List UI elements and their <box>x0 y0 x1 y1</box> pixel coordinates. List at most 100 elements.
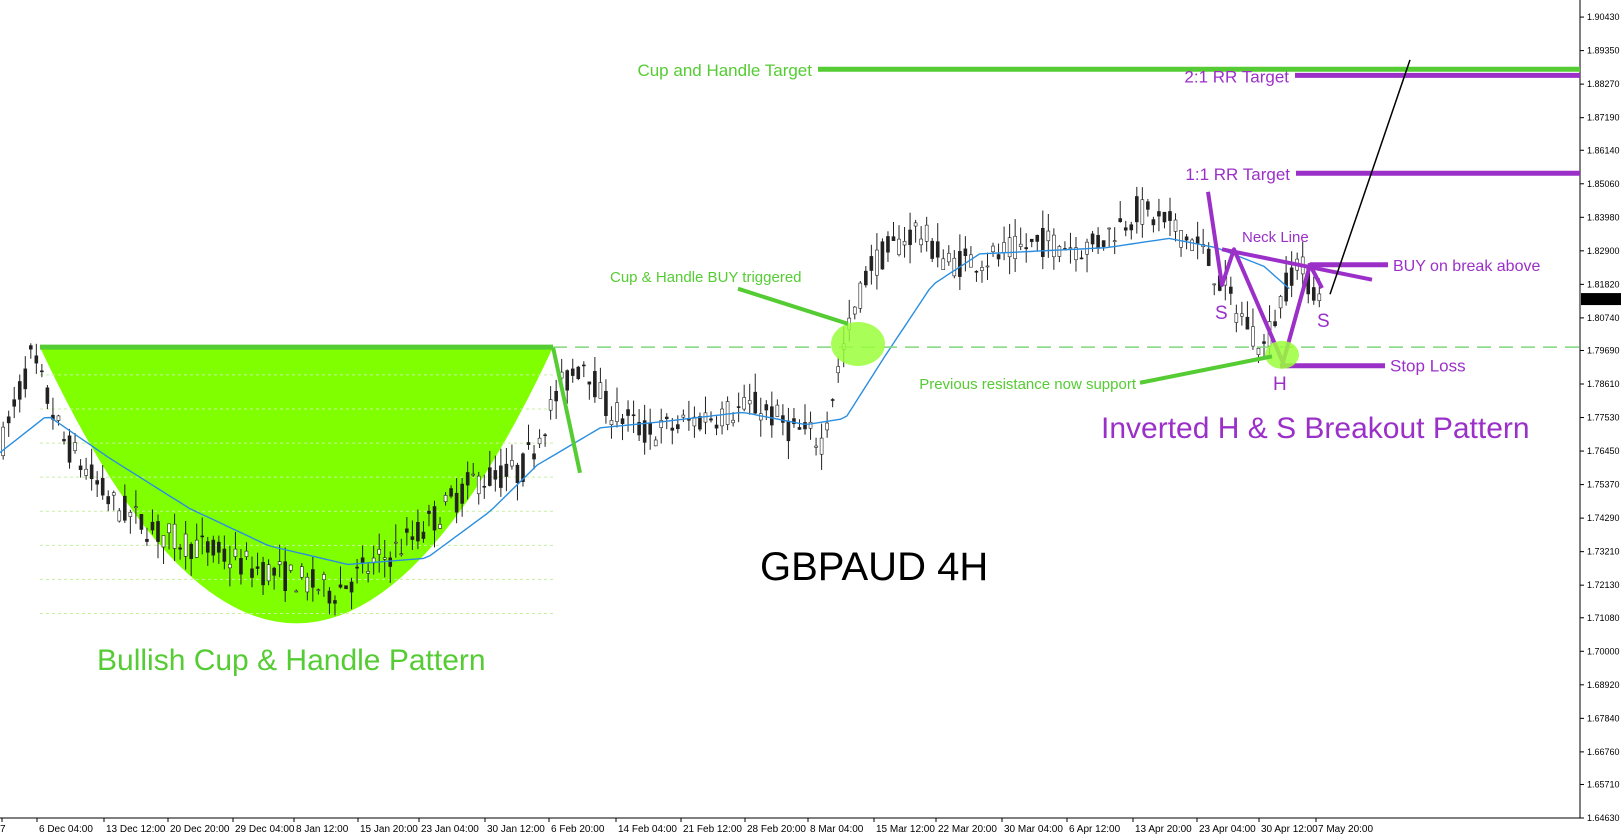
candle-body <box>56 415 61 421</box>
candle-body <box>615 402 619 422</box>
candle-body <box>438 524 442 529</box>
previous-resistance-label: Previous resistance now support <box>919 376 1137 393</box>
candle-body <box>1173 219 1178 232</box>
candle-body <box>1129 224 1134 231</box>
price-tick-label: 1.73210 <box>1587 547 1620 557</box>
candle-body <box>454 492 459 513</box>
price-tick-label: 1.66760 <box>1587 747 1620 757</box>
buy-trigger-highlight <box>831 321 885 366</box>
candle-body <box>1123 227 1128 231</box>
candle-body <box>941 258 946 270</box>
candle-body <box>758 413 763 421</box>
time-tick-label: 13 Apr 20:00 <box>1135 824 1192 835</box>
candle-body <box>1013 235 1017 259</box>
candle-body <box>526 442 531 445</box>
candle-body <box>1035 234 1040 242</box>
candle-body <box>1112 240 1117 242</box>
candle-body <box>731 419 735 424</box>
candle-body <box>803 422 807 430</box>
candle-body <box>471 473 476 476</box>
candle-body <box>980 267 984 271</box>
price-tick-label: 1.71080 <box>1587 613 1620 623</box>
time-tick-label: 7 May 20:00 <box>1318 824 1373 835</box>
annotation-labels: Cup and Handle Target 2:1 RR Target 1:1 RR… <box>97 61 1540 677</box>
candle-body <box>537 437 542 445</box>
candle-body <box>609 420 614 425</box>
time-tick-label: 7 <box>0 824 6 835</box>
candle-body <box>382 557 387 560</box>
right-shoulder-label: S <box>1317 311 1330 332</box>
price-tick-label: 1.82900 <box>1587 246 1620 256</box>
candle-body <box>305 576 310 593</box>
price-tick-label: 1.88270 <box>1587 79 1620 89</box>
candle-body <box>1256 347 1261 356</box>
time-tick-label: 15 Mar 12:00 <box>876 824 935 835</box>
candle-body <box>604 390 608 417</box>
candle-body <box>349 581 354 593</box>
time-tick-label: 14 Feb 04:00 <box>618 824 677 835</box>
candle-body <box>399 553 404 556</box>
candle-body <box>565 370 570 391</box>
candle-body <box>952 257 957 277</box>
candle-body <box>1029 238 1034 242</box>
annotation-lines <box>40 59 1580 474</box>
candle-body <box>1140 199 1145 225</box>
candle-body <box>1212 283 1217 286</box>
candle-body <box>78 465 83 470</box>
candle-body <box>681 414 686 418</box>
candle-body <box>1240 313 1244 317</box>
candle-body <box>111 492 116 496</box>
head-label: H <box>1273 374 1287 395</box>
candle-body <box>1096 234 1100 249</box>
candle-body <box>725 401 730 425</box>
candle-body <box>1278 296 1283 309</box>
candle-body <box>1068 247 1073 250</box>
candle-body <box>946 252 951 263</box>
candle-body <box>1206 248 1211 266</box>
time-tick-label: 28 Feb 20:00 <box>747 824 806 835</box>
time-tick-label: 13 Dec 12:00 <box>106 824 166 835</box>
time-tick-label: 6 Apr 12:00 <box>1069 824 1121 835</box>
candle-body <box>200 535 205 538</box>
candle-body <box>250 568 254 578</box>
price-tick-label: 1.89350 <box>1587 46 1620 56</box>
candle-body <box>45 387 50 404</box>
price-tick-label: 1.68920 <box>1587 680 1620 690</box>
candle-body <box>73 442 77 451</box>
candle-body <box>510 460 514 467</box>
candle-body <box>377 549 382 555</box>
candle-body <box>106 496 111 505</box>
candle-body <box>1024 247 1029 250</box>
candle-body <box>1090 233 1095 245</box>
candle-body <box>183 533 188 557</box>
candle-body <box>167 523 171 534</box>
price-tick-label: 1.76450 <box>1587 446 1620 456</box>
time-tick-label: 23 Apr 04:00 <box>1199 824 1256 835</box>
candle-body <box>23 368 28 390</box>
candle-body <box>366 571 370 574</box>
cup-fill <box>40 347 553 624</box>
candle-body <box>493 470 498 480</box>
candle-body <box>1179 230 1183 248</box>
candle-body <box>676 424 680 430</box>
candle-body <box>217 541 221 553</box>
candle-body <box>880 241 885 270</box>
candle-body <box>703 412 708 423</box>
candle-body <box>1052 234 1056 258</box>
candle-body <box>1184 236 1189 241</box>
time-tick-label: 8 Mar 04:00 <box>810 824 864 835</box>
inverted-hs-pattern-label: Inverted H & S Breakout Pattern <box>1101 412 1530 445</box>
candle-body <box>996 254 1001 260</box>
time-tick-label: 6 Feb 20:00 <box>551 824 605 835</box>
candle-body <box>1168 211 1172 221</box>
price-tick-label: 1.67840 <box>1587 713 1620 723</box>
rr1-target-label: 1:1 RR Target <box>1185 165 1290 184</box>
candle-body <box>1229 286 1233 294</box>
candle-body <box>985 265 990 268</box>
candle-body <box>123 495 127 521</box>
price-tick-label: 1.75370 <box>1587 480 1620 490</box>
candle-body <box>593 370 597 398</box>
candle-body <box>405 528 409 533</box>
candle-body <box>239 558 243 575</box>
candle-body <box>775 404 780 417</box>
